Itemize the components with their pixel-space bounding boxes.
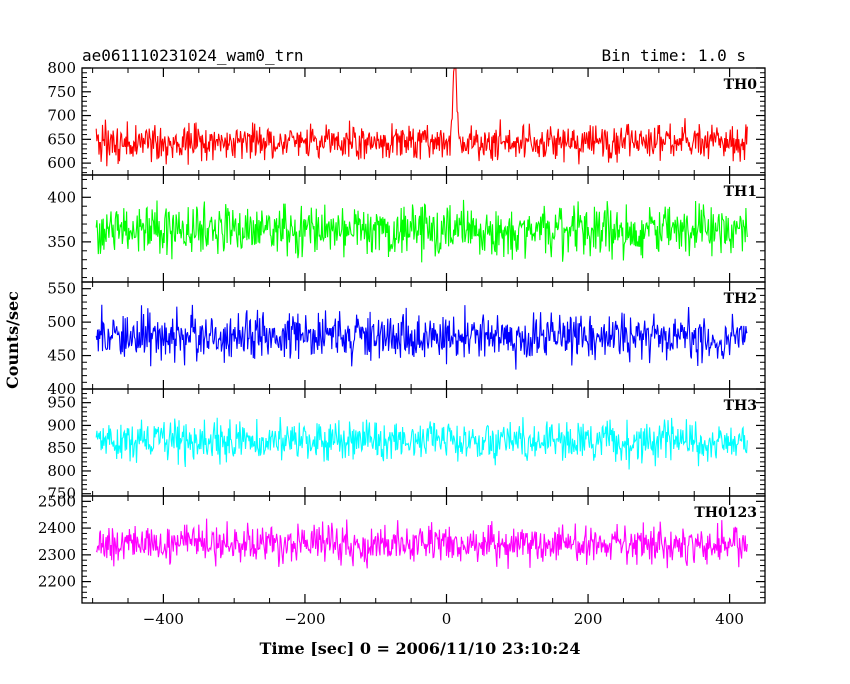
series-label-th1: TH1 xyxy=(724,184,757,200)
series-label-th3: TH3 xyxy=(724,398,757,414)
y-tick-label: 700 xyxy=(47,107,76,125)
y-tick-label: 450 xyxy=(47,347,76,365)
x-tick-label: −200 xyxy=(284,610,325,628)
series-line-th0 xyxy=(95,68,748,167)
y-tick-label: 900 xyxy=(47,416,76,434)
x-tick-label: 0 xyxy=(442,610,452,628)
y-tick-label: 550 xyxy=(47,280,76,298)
series-label-th2: TH2 xyxy=(724,291,757,307)
panels-group: 600 650 700 750 800 TH0 350 400 TH1 400 450 500 550 T… xyxy=(38,59,766,604)
y-tick-label: 400 xyxy=(47,380,76,398)
panel-th1: 350 400 TH1 xyxy=(47,174,766,283)
y-tick-label: 400 xyxy=(47,188,76,206)
panel-th0: 600 650 700 750 800 TH0 xyxy=(47,59,766,176)
chart-title: ae061110231024_wam0_trn xyxy=(82,46,304,65)
series-line-th2 xyxy=(95,304,748,370)
x-tick-label: 200 xyxy=(574,610,603,628)
x-tick-label: −400 xyxy=(143,610,184,628)
y-tick-label: 950 xyxy=(47,394,76,412)
y-tick-label: 500 xyxy=(47,313,76,331)
series-line-th3 xyxy=(95,416,748,470)
y-tick-label: 2300 xyxy=(38,546,76,564)
panel-frame xyxy=(81,67,766,176)
x-tick-label: 400 xyxy=(715,610,744,628)
y-tick-label: 2200 xyxy=(38,573,76,591)
x-axis: −400 −200 0 200 400 xyxy=(143,610,744,628)
bin-time-label: Bin time: 1.0 s xyxy=(602,46,747,65)
y-tick-label: 800 xyxy=(47,59,76,77)
y-tick-label: 2500 xyxy=(38,492,76,510)
panel-th2: 400 450 500 550 TH2 xyxy=(47,280,766,398)
y-tick-label: 750 xyxy=(47,83,76,101)
x-axis-title: Time [sec] 0 = 2006/11/10 23:10:24 xyxy=(260,639,581,658)
panel-th3: 750 800 850 900 950 TH3 xyxy=(47,388,766,503)
panel-th0123: 2200 2300 2400 2500 TH0123 xyxy=(38,492,766,604)
y-tick-label: 650 xyxy=(47,130,76,148)
y-tick-label: 750 xyxy=(47,485,76,503)
series-line-th0123 xyxy=(95,518,748,569)
y-tick-label: 850 xyxy=(47,439,76,457)
y-axis-title: Counts/sec xyxy=(3,291,22,389)
y-tick-label: 350 xyxy=(47,233,76,251)
y-tick-label: 800 xyxy=(47,462,76,480)
y-tick-label: 2400 xyxy=(38,519,76,537)
series-label-th0: TH0 xyxy=(724,77,758,93)
y-tick-label: 600 xyxy=(47,154,76,172)
series-line-th1 xyxy=(95,199,748,263)
series-label-th0123: TH0123 xyxy=(694,505,757,521)
